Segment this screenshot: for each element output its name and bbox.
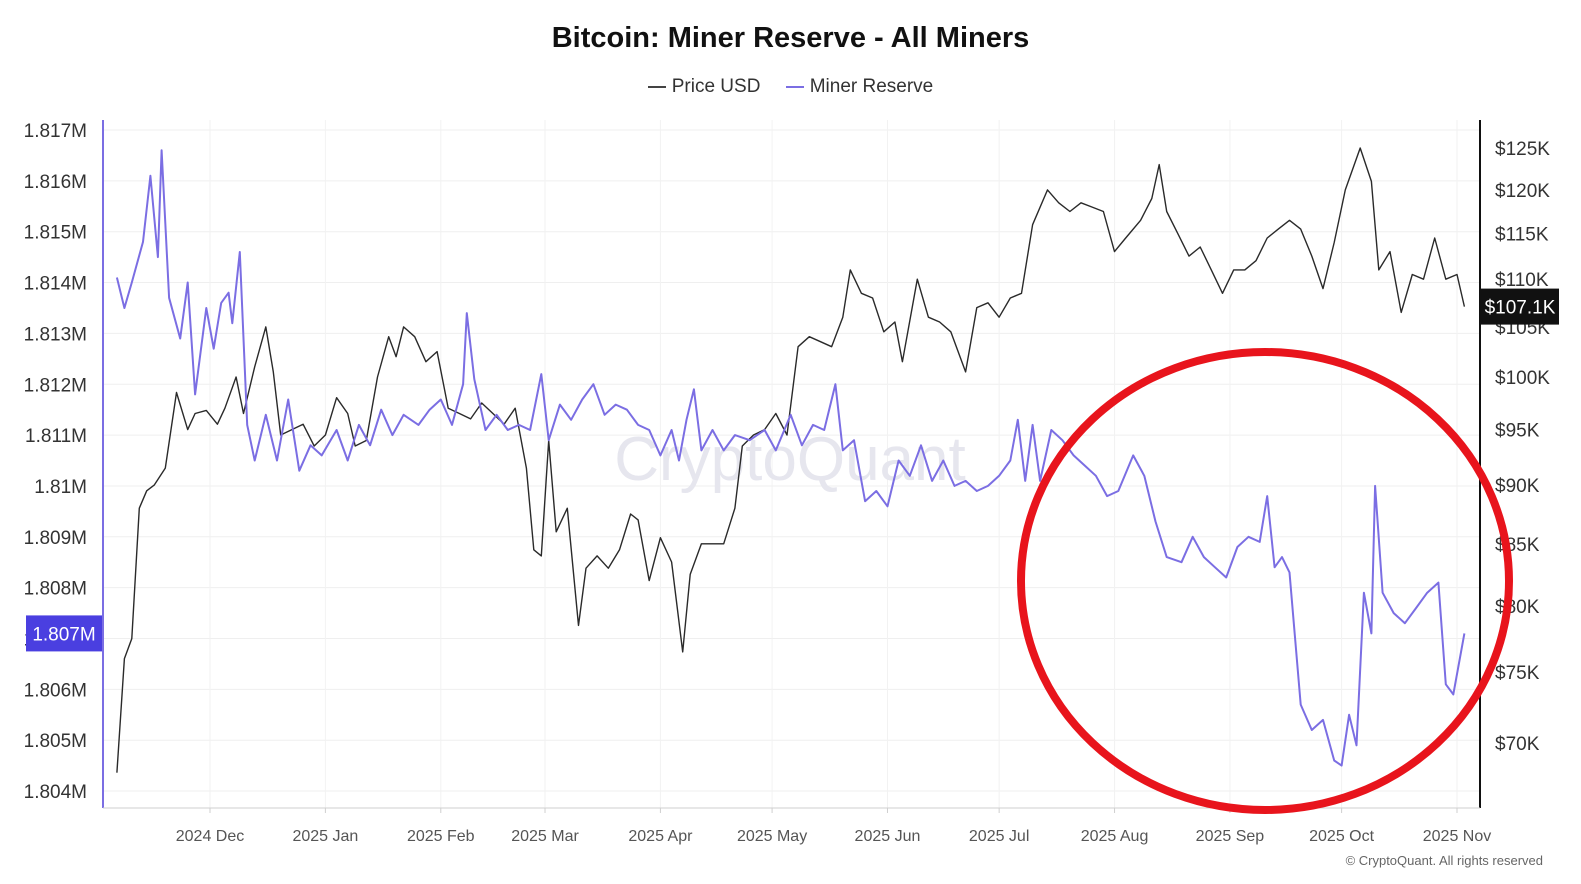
left-tick-label: 1.804M: [24, 782, 87, 803]
left-tick-label: 1.805M: [24, 731, 87, 752]
right-current-label: $107.1K: [1485, 298, 1556, 319]
x-tick-label: 2025 May: [737, 828, 807, 845]
right-tick-label: $120K: [1495, 181, 1550, 202]
legend-item-miner-reserve[interactable]: Miner Reserve: [785, 76, 934, 98]
x-tick-label: 2025 Nov: [1423, 828, 1492, 845]
right-tick-label: $75K: [1495, 663, 1540, 684]
left-current-tag: [26, 615, 102, 652]
right-tick-label: $80K: [1495, 597, 1540, 618]
left-tick-label: 1.817M: [24, 121, 87, 142]
legend: Price USD Miner Reserve: [0, 76, 1581, 98]
x-tick-label: 2025 Feb: [407, 828, 475, 845]
left-tick-label: 1.816M: [24, 172, 87, 193]
left-tick-label: 1.808M: [24, 579, 87, 600]
right-tick-label: $70K: [1495, 734, 1540, 755]
left-tick-label: 1.815M: [24, 223, 87, 244]
annotation-ellipse: [1017, 348, 1513, 814]
right-tick-label: $100K: [1495, 368, 1550, 389]
chart-title: Bitcoin: Miner Reserve - All Miners: [551, 22, 1030, 54]
right-current-tag: [1481, 288, 1559, 325]
x-tick-label: 2025 Aug: [1081, 828, 1149, 845]
left-tick-label: 1.813M: [24, 324, 87, 345]
legend-swatch-price: [647, 85, 666, 88]
right-tick-label: $125K: [1495, 139, 1550, 160]
left-tick-label: 1.814M: [24, 274, 87, 295]
left-tick-label: 1.806M: [24, 680, 87, 701]
left-tick-label: 1.81M: [34, 477, 87, 498]
x-tick-label: 2025 Apr: [628, 828, 693, 845]
left-current-label: 1.807M: [32, 624, 95, 645]
x-tick-label: 2025 Jul: [969, 828, 1030, 845]
legend-label-price: Price USD: [671, 76, 761, 97]
legend-swatch-miner-reserve: [785, 85, 804, 88]
right-tick-label: $110K: [1495, 270, 1549, 291]
price-usd-line: [116, 147, 1466, 773]
x-tick-label: 2025 Jan: [292, 828, 358, 845]
x-tick-label: 2024 Dec: [176, 828, 245, 845]
x-tick-label: 2025 Oct: [1309, 828, 1374, 845]
copyright-text: © CryptoQuant. All rights reserved: [1345, 853, 1543, 868]
left-tick-label: 1.809M: [24, 528, 87, 549]
x-tick-label: 2025 Mar: [511, 828, 579, 845]
right-tick-label: $115K: [1495, 225, 1549, 246]
right-tick-label: $95K: [1495, 421, 1540, 442]
x-tick-label: 2025 Sep: [1196, 828, 1265, 845]
watermark-text: CryptoQuant: [614, 425, 966, 494]
legend-item-price[interactable]: Price USD: [647, 76, 761, 98]
legend-label-miner-reserve: Miner Reserve: [809, 76, 934, 97]
right-tick-label: $90K: [1495, 476, 1540, 497]
x-tick-label: 2025 Jun: [855, 828, 921, 845]
left-tick-label: 1.811M: [25, 426, 87, 447]
miner-reserve-line: [115, 149, 1466, 767]
left-tick-label: 1.812M: [24, 375, 87, 396]
